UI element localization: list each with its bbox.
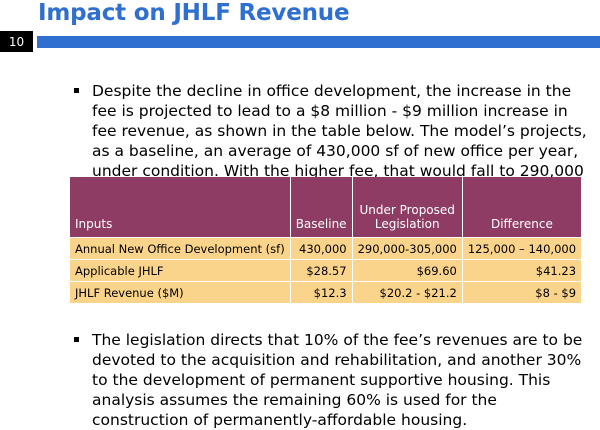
- title-accent-bar: [37, 36, 600, 48]
- table-header-row: Inputs Baseline Under Proposed Legislati…: [70, 177, 582, 238]
- header-proposed-legislation: Under Proposed Legislation: [352, 177, 463, 238]
- header-baseline: Baseline: [290, 177, 353, 238]
- cell-baseline: $28.57: [290, 259, 353, 282]
- bullet-square-icon: [74, 88, 79, 93]
- cell-proposed: $69.60: [352, 259, 463, 282]
- cell-baseline: 430,000: [290, 237, 353, 260]
- cell-input: JHLF Revenue ($M): [70, 281, 291, 303]
- bullet-text: The legislation directs that 10% of the …: [92, 331, 583, 429]
- header-inputs: Inputs: [70, 177, 291, 238]
- page-number: 10: [0, 31, 33, 52]
- cell-proposed: $20.2 - $21.2: [352, 281, 463, 303]
- cell-input: Annual New Office Development (sf): [70, 237, 291, 260]
- bullet-square-icon: [74, 337, 79, 342]
- header-difference: Difference: [462, 177, 582, 238]
- cell-baseline: $12.3: [290, 281, 353, 303]
- bullet-item-fee-allocation: The legislation directs that 10% of the …: [74, 330, 592, 430]
- cell-proposed: 290,000-305,000: [352, 237, 463, 260]
- table-row: Annual New Office Development (sf) 430,0…: [70, 237, 582, 260]
- table-row: Applicable JHLF $28.57 $69.60 $41.23: [70, 259, 582, 282]
- cell-input: Applicable JHLF: [70, 259, 291, 282]
- revenue-table: Inputs Baseline Under Proposed Legislati…: [70, 177, 582, 303]
- cell-difference: $41.23: [462, 259, 582, 282]
- cell-difference: 125,000 – 140,000: [462, 237, 582, 260]
- cell-difference: $8 - $9: [462, 281, 582, 303]
- table-row: JHLF Revenue ($M) $12.3 $20.2 - $21.2 $8…: [70, 281, 582, 303]
- slide-title: Impact on JHLF Revenue: [38, 0, 350, 26]
